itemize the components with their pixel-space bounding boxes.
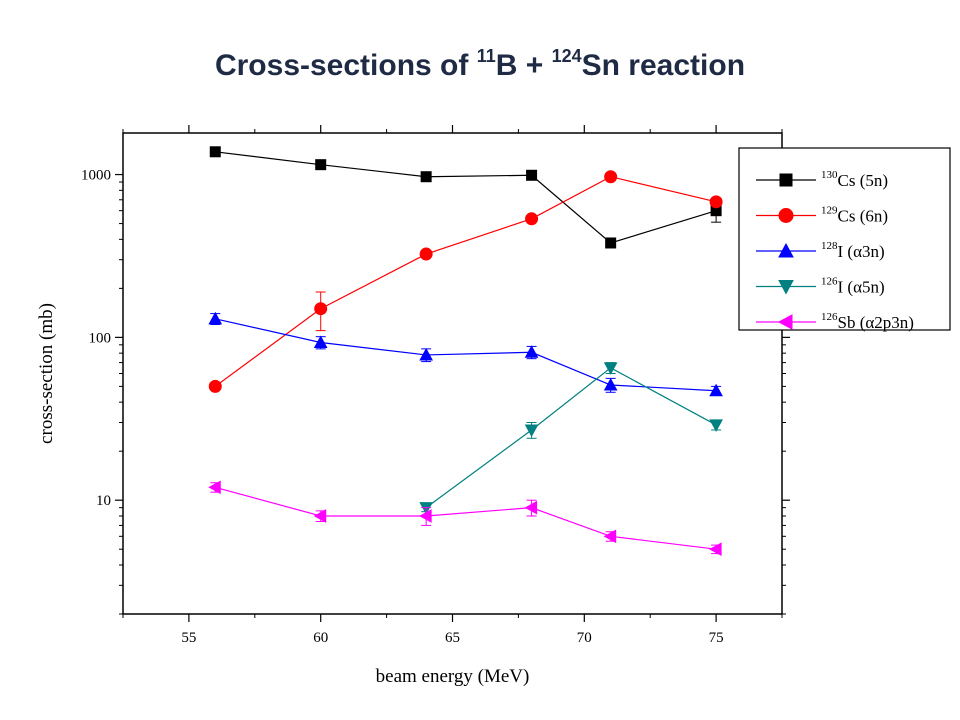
y-axis-label: cross-section (mb) bbox=[36, 303, 57, 444]
legend-label-sup: 129 bbox=[821, 205, 838, 217]
data-point bbox=[603, 377, 618, 391]
series-2 bbox=[208, 311, 723, 397]
series-line bbox=[214, 176, 717, 387]
legend-item: 126I (α5n) bbox=[756, 276, 885, 297]
x-tick-label: 65 bbox=[445, 630, 460, 646]
legend-marker bbox=[778, 242, 794, 258]
legend-label: 126I (α5n) bbox=[821, 276, 885, 297]
legend-marker bbox=[777, 314, 793, 330]
legend-marker bbox=[779, 173, 793, 187]
legend-marker bbox=[778, 208, 794, 223]
legend-label-sup: 126 bbox=[821, 311, 838, 323]
legend-label-channel: (α5n) bbox=[843, 278, 884, 297]
data-point bbox=[709, 195, 723, 209]
series-1 bbox=[208, 170, 723, 393]
chart-title: Cross-sections of 11B + 124Sn reaction bbox=[0, 46, 960, 83]
title-superscript: 11 bbox=[476, 46, 496, 66]
data-point bbox=[419, 347, 433, 361]
title-text: B + bbox=[495, 49, 552, 82]
legend-label: 128I (α3n) bbox=[821, 240, 885, 261]
data-point bbox=[524, 500, 538, 515]
legend-label-nucleus: Cs bbox=[838, 171, 856, 190]
data-point bbox=[314, 302, 328, 316]
data-point bbox=[208, 379, 222, 393]
data-point bbox=[524, 345, 539, 358]
legend-label-nucleus: I bbox=[838, 242, 844, 261]
legend-label-nucleus: Cs bbox=[838, 207, 856, 226]
series-line bbox=[215, 318, 717, 392]
data-point bbox=[420, 171, 432, 183]
legend-box bbox=[738, 147, 951, 331]
legend-label-channel: (5n) bbox=[855, 171, 888, 190]
legend-item: 130Cs (5n) bbox=[756, 169, 888, 190]
data-point bbox=[605, 237, 617, 249]
data-point bbox=[208, 480, 221, 495]
data-point bbox=[419, 509, 432, 523]
title-superscript: 124 bbox=[551, 46, 582, 66]
title-text: Cross-sections of bbox=[214, 49, 477, 82]
x-tick-label: 75 bbox=[709, 630, 724, 646]
data-point bbox=[524, 424, 539, 438]
data-point bbox=[603, 529, 617, 544]
data-point bbox=[603, 362, 618, 375]
data-point bbox=[209, 146, 221, 158]
data-point bbox=[709, 542, 722, 557]
data-point bbox=[315, 159, 327, 171]
data-point bbox=[419, 247, 433, 261]
legend-label: 129Cs (6n) bbox=[821, 205, 888, 226]
series-line bbox=[425, 367, 717, 509]
y-tick-label: 10 bbox=[96, 493, 111, 509]
legend-label-nucleus: I bbox=[838, 278, 844, 297]
legend-label: 126Sb (α2p3n) bbox=[821, 311, 914, 332]
data-point bbox=[208, 311, 223, 325]
series-3 bbox=[419, 362, 723, 515]
x-tick-label: 70 bbox=[577, 630, 592, 646]
legend-label-channel: (α3n) bbox=[843, 242, 884, 261]
legend: 130Cs (5n)129Cs (6n)128I (α3n)126I (α5n)… bbox=[738, 147, 951, 332]
series-4 bbox=[208, 480, 722, 557]
legend-label-nucleus: Sb bbox=[838, 313, 856, 332]
data-point bbox=[709, 419, 723, 432]
legend-item: 129Cs (6n) bbox=[756, 205, 888, 226]
series-0 bbox=[209, 146, 722, 249]
data-point bbox=[313, 335, 328, 349]
y-tick-label: 100 bbox=[89, 330, 112, 346]
data-point bbox=[709, 383, 723, 397]
data-point bbox=[313, 509, 327, 523]
legend-marker bbox=[778, 280, 794, 295]
x-tick-label: 60 bbox=[313, 630, 328, 646]
data-point bbox=[604, 170, 618, 184]
legend-label-sup: 128 bbox=[821, 240, 838, 252]
y-tick-label: 1000 bbox=[81, 168, 111, 184]
data-point bbox=[526, 169, 538, 181]
series-line bbox=[215, 486, 717, 550]
legend-label-sup: 126 bbox=[821, 276, 838, 288]
plot-frame bbox=[122, 132, 783, 615]
x-tick-label: 55 bbox=[181, 630, 196, 646]
legend-item: 126Sb (α2p3n) bbox=[756, 311, 914, 332]
data-point bbox=[525, 212, 539, 226]
legend-item: 128I (α3n) bbox=[756, 240, 885, 261]
legend-label-channel: (α2p3n) bbox=[855, 313, 913, 332]
series-line bbox=[215, 151, 717, 244]
legend-label-channel: (6n) bbox=[855, 207, 888, 226]
title-text: Sn reaction bbox=[581, 49, 746, 82]
legend-label-sup: 130 bbox=[821, 169, 838, 181]
x-axis-label: beam energy (MeV) bbox=[376, 666, 530, 687]
legend-label: 130Cs (5n) bbox=[821, 169, 888, 190]
